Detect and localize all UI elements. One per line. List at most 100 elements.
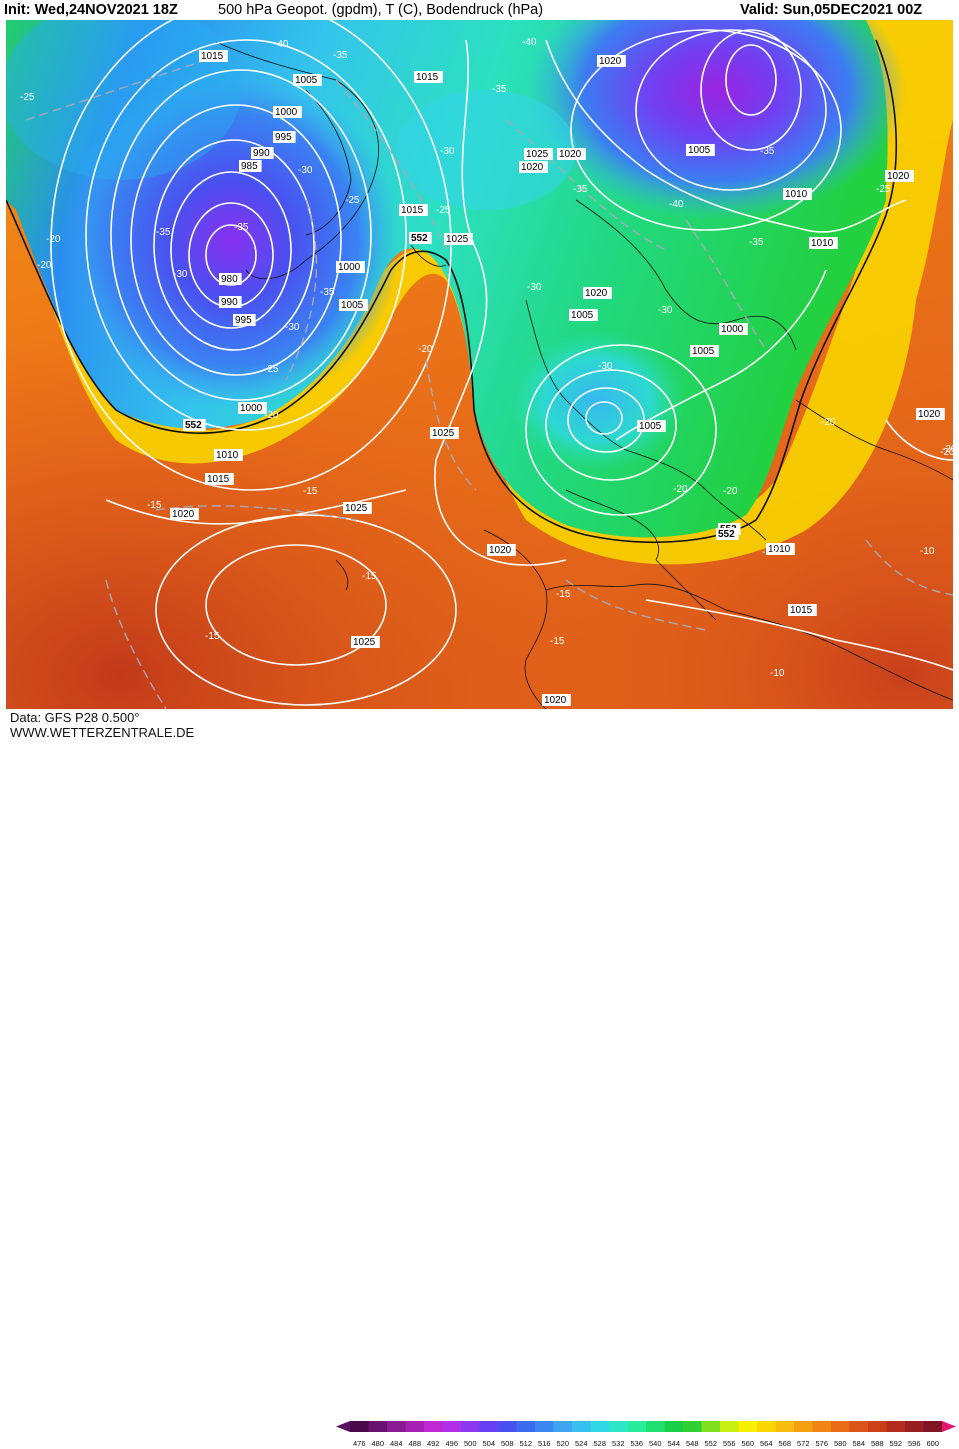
temperature-label-text: -30 [527,282,542,293]
geopotential-label-text: 552 [718,529,735,540]
colorbar-level-label: 520 [556,1439,569,1448]
colorbar-level-label: 496 [445,1439,458,1448]
map-footer: Data: GFS P28 0.500° WWW.WETTERZENTRALE.… [0,709,959,1448]
temperature-label: -40 [274,39,289,50]
temperature-label: -15 [303,486,318,497]
colorbar-level-label: 484 [390,1439,403,1448]
temperature-label: -30 [285,322,300,333]
colorbar-level-label: 544 [667,1439,680,1448]
pressure-label: 1015 [199,50,228,62]
colorbar-level-label: 512 [519,1439,532,1448]
pressure-label-text: 1020 [918,409,941,420]
colorbar-level-label: 540 [649,1439,662,1448]
temperature-label-text: -15 [550,636,565,647]
pressure-label: 980 [219,273,242,285]
pressure-label: 1000 [719,323,748,335]
temperature-label: -20 [942,444,953,455]
init-time: Init: Wed,24NOV2021 18Z [4,2,178,18]
temperature-label-text: -25 [436,205,451,216]
pressure-label-text: 1020 [887,171,910,182]
geopotential-label-layer: 552552552552 [183,232,741,540]
contour-552 [6,39,898,543]
pressure-label: 1020 [885,170,914,182]
pressure-label-text: 985 [241,161,258,172]
colorbar-swatch [646,1421,665,1432]
website-credit: WWW.WETTERZENTRALE.DE [10,725,195,740]
temperature-label-text: -15 [147,500,162,511]
temperature-label-text: -30 [658,305,673,316]
colorbar-level-label: 596 [908,1439,921,1448]
temperature-label-text: -20 [673,484,688,495]
temperature-label-text: -40 [274,39,289,50]
pressure-label: 995 [273,131,296,143]
colorbar-level-label: 568 [778,1439,791,1448]
data-source: Data: GFS P28 0.500° [10,710,140,725]
colorbar-level-label: 536 [630,1439,643,1448]
colorbar-level-label: 576 [815,1439,828,1448]
pressure-label-text: 980 [221,274,238,285]
geopotential-label: 552 [716,528,739,540]
temperature-label-text: -15 [556,589,571,600]
colorbar-swatch [720,1421,739,1432]
temperature-label: -15 [362,571,377,582]
temperature-label-text: -20 [940,447,953,458]
pressure-label-text: 1025 [432,428,455,439]
colorbar-level-label: 524 [575,1439,588,1448]
colorbar-level-label: 532 [612,1439,625,1448]
colorbar-level-label: 528 [593,1439,606,1448]
temperature-label: -15 [205,631,220,642]
temperature-label-layer: -25 -40 -35 -35 -40 -30 -35 -30 -30 -25 -25 -35 -35 -… [20,37,953,679]
pressure-label: 1005 [569,309,598,321]
pressure-label-text: 1005 [341,300,364,311]
temperature-label-text: -25 [345,195,360,206]
temperature-label-text: -35 [760,146,775,157]
pressure-label-layer: 1015 1005 1000 995 990 985 980 990 995 1000 1005 10… [170,50,945,706]
temperature-label-text: -35 [156,227,171,238]
temperature-label: -20 [418,344,433,355]
pressure-label: 1020 [170,508,199,520]
temperature-label: -20 [940,447,953,458]
pressure-label-text: 1005 [295,75,318,86]
colorbar-swatch [442,1421,462,1432]
low-northeast [526,20,906,220]
pressure-label: 1020 [583,287,612,299]
colorbar-swatch [368,1421,388,1432]
temperature-label: -35 [333,50,348,61]
pressure-label-text: 1000 [338,262,361,273]
pressure-label: 1020 [557,148,586,160]
colorbar-swatch [516,1421,536,1432]
temperature-label-text: -10 [770,668,785,679]
pressure-label: 985 [239,160,262,172]
temperature-label: -10 [770,668,785,679]
weather-map: 1015 1005 1000 995 990 985 980 990 995 1000 1005 10… [6,20,953,709]
colorbar-level-label: 480 [371,1439,384,1448]
colorbar-swatch [387,1421,406,1432]
colorbar-swatch [609,1421,628,1432]
colorbar-swatch [775,1421,795,1432]
colorbar-level-label: 508 [501,1439,514,1448]
geopotential-label: 552 [409,232,432,244]
geopotential-label: 552 [183,419,206,431]
temperature-label-text: -20 [37,260,52,271]
valid-time: Valid: Sun,05DEC2021 00Z [740,2,923,18]
pressure-label-text: 1000 [275,107,298,118]
temperature-label: -20 [821,417,836,428]
pressure-label-text: 1005 [692,346,715,357]
temperature-label: -25 [436,205,451,216]
temperature-label-text: -35 [234,222,249,233]
temperature-label: -35 [760,146,775,157]
colorbar-level-label: 548 [686,1439,699,1448]
colorbar-level-label: 572 [797,1439,810,1448]
pressure-label-text: 1015 [416,72,439,83]
temperature-label: -15 [556,589,571,600]
temperature-label-text: -20 [942,444,953,455]
colorbar-level-label: 516 [538,1439,551,1448]
pressure-label-text: 1020 [489,545,512,556]
color-legend: 476 480 484 488 492 496 500 504 508 512 516 520 524 5… [336,1421,956,1448]
pressure-label-text: 1015 [201,51,224,62]
colorbar-swatch [664,1421,684,1432]
pressure-label-text: 1020 [172,509,195,520]
pressure-label: 1025 [430,427,459,439]
temperature-label: -20 [37,260,52,271]
low-west [61,70,401,410]
